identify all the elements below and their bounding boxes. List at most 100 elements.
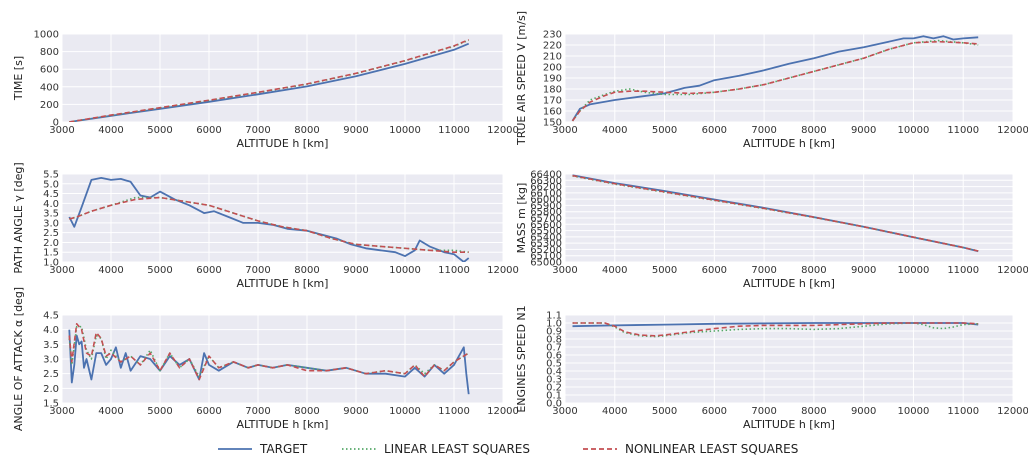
y-tick-label: 66000 xyxy=(530,195,562,206)
x-tick-label: 6000 xyxy=(702,406,727,417)
y-tick-label: 0.8 xyxy=(546,335,562,346)
y-tick-label: 3.5 xyxy=(43,340,59,351)
x-axis-label: ALTITUDE h [km] xyxy=(743,418,835,431)
x-tick-label: 8000 xyxy=(801,125,826,136)
x-tick-label: 8000 xyxy=(294,125,319,136)
x-tick-label: 10000 xyxy=(898,406,930,417)
y-tick-label: 0.1 xyxy=(546,391,562,402)
y-tick-label: 2.0 xyxy=(43,384,59,395)
x-tick-label: 12000 xyxy=(997,265,1028,276)
y-tick-label: 1000 xyxy=(34,30,59,41)
y-axis-label: PATH ANGLE γ [deg] xyxy=(12,162,25,273)
x-axis-label: ALTITUDE h [km] xyxy=(743,137,835,150)
y-tick-label: 66300 xyxy=(530,176,562,187)
x-tick-label: 7000 xyxy=(245,406,270,417)
x-axis-label: ALTITUDE h [km] xyxy=(743,277,835,290)
y-tick-label: 600 xyxy=(40,65,59,76)
panel-path-angle-deg: 3000 4000 5000 6000 7000 8000 9000 10000 11000 12… xyxy=(12,162,519,290)
x-tick-label: 9000 xyxy=(343,406,368,417)
x-tick-label: 4000 xyxy=(602,265,627,276)
y-tick-label: 66400 xyxy=(530,170,562,181)
x-tick-label: 11000 xyxy=(438,125,470,136)
x-tick-label: 5000 xyxy=(147,265,172,276)
x-tick-label: 9000 xyxy=(343,125,368,136)
x-tick-label: 3000 xyxy=(552,125,577,136)
panel-angle-of-attack-deg: 3000 4000 5000 6000 7000 8000 9000 10000 11000 12… xyxy=(12,287,519,431)
y-tick-label: 0.3 xyxy=(546,375,562,386)
x-tick-label: 3000 xyxy=(49,125,74,136)
x-tick-label: 7000 xyxy=(751,406,776,417)
series-target-line xyxy=(68,329,470,395)
y-axis-label: TRUE AIR SPEED V [m/s] xyxy=(515,11,528,146)
y-tick-label: 210 xyxy=(543,52,562,63)
plot-area xyxy=(565,315,1013,403)
legend-label-nonlinear: NONLINEAR LEAST SQUARES xyxy=(625,442,798,456)
y-tick-label: 3.0 xyxy=(43,218,59,229)
legend-label-target: TARGET xyxy=(259,442,308,456)
y-tick-label: 0.9 xyxy=(546,327,562,338)
y-tick-label: 0.6 xyxy=(546,351,562,362)
y-tick-label: 65200 xyxy=(530,245,562,256)
x-axis-label: ALTITUDE h [km] xyxy=(237,137,329,150)
y-tick-label: 230 xyxy=(543,30,562,41)
y-tick-label: 160 xyxy=(543,107,562,118)
x-tick-label: 11000 xyxy=(438,406,470,417)
x-tick-label: 9000 xyxy=(851,125,876,136)
x-tick-label: 5000 xyxy=(147,125,172,136)
x-tick-label: 4000 xyxy=(98,125,123,136)
y-tick-label: 200 xyxy=(543,63,562,74)
series-linear-line xyxy=(68,325,470,378)
panel-time-s: 3000 4000 5000 6000 7000 8000 9000 10000 11000 12… xyxy=(12,30,519,151)
x-tick-label: 11000 xyxy=(947,125,979,136)
x-tick-label: 8000 xyxy=(801,406,826,417)
legend: TARGET LINEAR LEAST SQUARES NONLINEAR LEAS… xyxy=(218,442,798,456)
y-tick-label: 1.1 xyxy=(546,311,562,322)
x-tick-label: 4000 xyxy=(602,125,627,136)
y-tick-label: 0.4 xyxy=(546,367,562,378)
y-tick-label: 180 xyxy=(543,85,562,96)
panel-true-air-speed-v-m-s: 3000 4000 5000 6000 7000 8000 9000 10000 11000 12… xyxy=(515,11,1028,150)
y-tick-label: 2.5 xyxy=(43,369,59,380)
plot-area xyxy=(62,34,503,122)
y-tick-label: 2.0 xyxy=(43,238,59,249)
y-axis-label: TIME [s] xyxy=(12,56,25,101)
x-tick-label: 5000 xyxy=(652,125,677,136)
x-axis-label: ALTITUDE h [km] xyxy=(237,418,329,431)
y-tick-label: 150 xyxy=(543,118,562,129)
x-tick-label: 8000 xyxy=(801,265,826,276)
x-tick-label: 6000 xyxy=(702,125,727,136)
x-tick-label: 6000 xyxy=(196,406,221,417)
y-tick-label: 65400 xyxy=(530,232,562,243)
x-tick-label: 3000 xyxy=(552,406,577,417)
x-tick-label: 4000 xyxy=(98,406,123,417)
series-nonlinear-line xyxy=(571,40,979,122)
y-axis-label: ENGINES SPEED N1 xyxy=(515,305,528,412)
y-tick-label: 65600 xyxy=(530,220,562,231)
y-tick-label: 65000 xyxy=(530,258,562,269)
y-tick-label: 0.7 xyxy=(546,343,562,354)
x-tick-label: 12000 xyxy=(997,125,1028,136)
x-tick-label: 9000 xyxy=(851,265,876,276)
x-axis-label: ALTITUDE h [km] xyxy=(237,277,329,290)
y-tick-label: 5.0 xyxy=(43,179,59,190)
y-tick-label: 800 xyxy=(40,47,59,58)
y-tick-label: 65300 xyxy=(530,239,562,250)
y-tick-label: 65500 xyxy=(530,226,562,237)
y-tick-label: 3.0 xyxy=(43,355,59,366)
x-tick-label: 7000 xyxy=(751,125,776,136)
x-tick-label: 8000 xyxy=(294,406,319,417)
series-target-line xyxy=(69,42,470,122)
y-tick-label: 0 xyxy=(53,118,59,129)
y-tick-label: 66100 xyxy=(530,188,562,199)
y-tick-label: 190 xyxy=(543,74,562,85)
x-tick-label: 7000 xyxy=(245,125,270,136)
x-tick-label: 4000 xyxy=(98,265,123,276)
y-tick-label: 4.5 xyxy=(43,189,59,200)
x-tick-label: 3000 xyxy=(552,265,577,276)
y-tick-label: 65700 xyxy=(530,214,562,225)
y-axis-label: ANGLE OF ATTACK α [deg] xyxy=(12,287,25,431)
x-tick-label: 6000 xyxy=(196,125,221,136)
x-tick-label: 12000 xyxy=(487,265,519,276)
y-tick-label: 2.5 xyxy=(43,228,59,239)
